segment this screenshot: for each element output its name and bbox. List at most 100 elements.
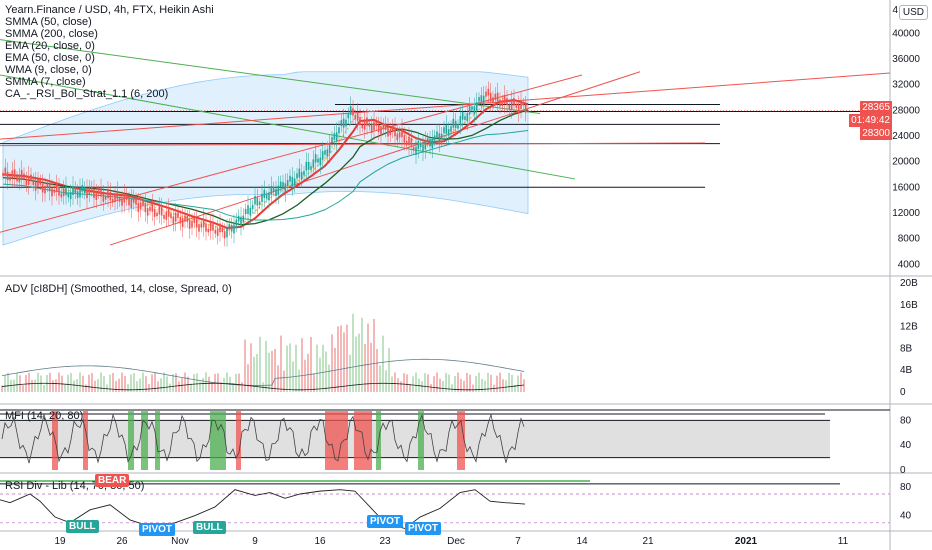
candle-body [151,203,154,212]
candle-body [125,194,128,200]
candle-body [123,193,126,203]
candle-body [398,132,401,138]
candle-body [419,143,422,148]
candle-body [305,161,308,171]
mfi-signal-bar [83,411,88,470]
badge-pivot-3: PIVOT [405,522,442,535]
candle-body [41,183,44,193]
candle-body [153,208,156,217]
candle-body [408,136,410,146]
candle-body [394,127,396,137]
main-legend: Yearn.Finance / USD, 4h, FTX, Heikin Ash… [5,4,214,100]
candle-body [202,218,205,228]
candle-body [279,181,282,187]
candle-body [88,187,91,195]
candle-body [440,133,443,140]
study-smma7: SMMA (7, close) [5,76,86,88]
candle-body [137,202,140,212]
candle-body [16,176,18,182]
candle-body [174,212,177,222]
candle-body [403,135,406,143]
candle-body [104,196,107,200]
candle-body [368,122,371,127]
adv-axis-tick: 4B [900,365,913,376]
candle-body [48,182,51,192]
candle-body [298,168,301,178]
price-axis-tick: 28000 [892,105,920,116]
candle-body [65,186,67,196]
badge-pivot-1: PIVOT [139,523,176,536]
price-axis-tick: 24000 [892,131,920,142]
candle-body [13,169,16,179]
trendline-green [0,74,576,180]
candle-body [284,183,287,193]
candle-body [459,116,462,125]
candle-body [219,223,221,233]
candle-body [93,189,95,199]
candle-body [494,93,497,100]
trendline-green [0,39,541,114]
study-ema20: EMA (20, close, 0) [5,40,95,52]
candle-body [492,97,494,104]
candle-body [102,193,105,202]
candle-body [62,188,65,197]
currency-button[interactable]: USD [898,5,928,20]
candle-body [263,189,266,199]
candle-body [247,205,249,215]
candle-body [95,192,98,200]
time-axis-tick: 11 [838,536,849,547]
candle-body [121,198,123,206]
candle-body [450,126,452,132]
candle-body [293,178,296,186]
price-axis-tick: 16000 [892,182,920,193]
candle-body [256,197,259,206]
candle-body [200,223,203,228]
price-axis-tick: 4000 [898,259,921,270]
candle-body [405,141,408,146]
candle-body [349,106,352,115]
candle-body [503,94,506,104]
mfi-signal-bar [236,411,241,470]
candle-body [79,188,81,198]
candle-body [380,126,382,136]
time-axis-tick: 7 [515,536,521,547]
candle-body [244,209,247,215]
mfi-axis-tick: 0 [900,465,906,476]
time-axis-tick: Nov [171,536,189,547]
candle-body [487,88,490,96]
candle-body [130,198,133,208]
badge-pivot-2: PIVOT [367,515,404,528]
candle-body [163,214,165,219]
candle-body [177,212,179,218]
candle-body [496,92,499,102]
candle-body [198,224,200,232]
mfi-signal-bar [128,411,134,470]
candle-body [342,118,345,128]
candle-body [170,213,172,219]
candle-body [431,139,434,149]
candle-body [333,133,336,140]
adv-axis-tick: 20B [900,278,918,289]
candle-body [363,121,366,130]
candle-body [251,204,254,210]
candle-body [32,179,35,186]
candle-body [128,198,130,206]
candle-body [233,224,235,234]
ema50-line [2,109,529,226]
candle-body [30,174,32,181]
candle-body [186,215,189,222]
candle-body [482,95,485,105]
candle-body [478,97,480,102]
candle-body [160,207,163,216]
candle-body [135,198,137,205]
candle-body [517,104,520,114]
study-ema50: EMA (50, close, 0) [5,52,95,64]
candle-body [74,187,77,193]
candle-body [473,106,476,115]
candle-body [116,190,119,200]
candle-body [524,104,527,113]
candle-body [53,189,56,193]
candle-body [11,170,14,179]
candle-body [331,137,333,143]
